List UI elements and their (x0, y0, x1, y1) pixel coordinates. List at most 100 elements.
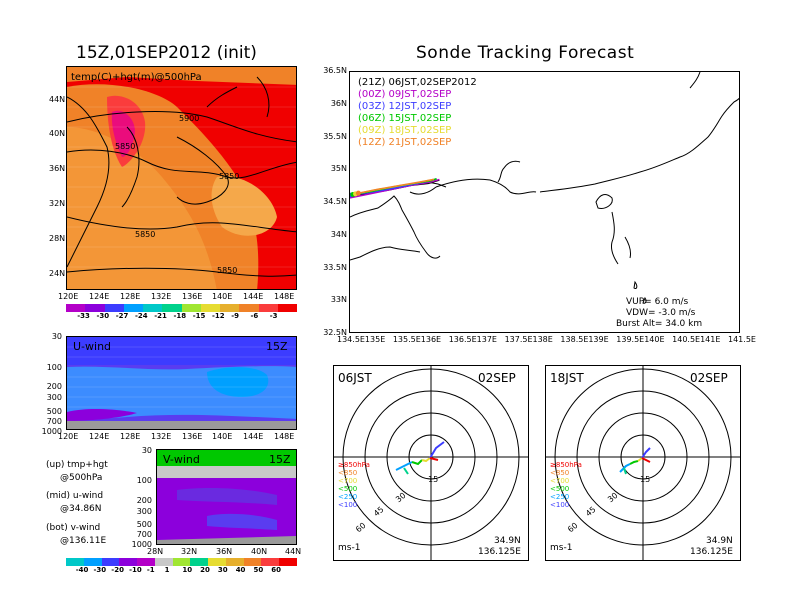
hodo-level-label: <500 (338, 485, 358, 493)
colorbar-swatch (239, 304, 259, 312)
track-param: Burst Alt= 34.0 km (616, 319, 703, 329)
legend-note: @34.86N (60, 504, 102, 514)
track-param: VUP= 6.0 m/s (626, 297, 689, 307)
colorbar-label: 50 (253, 566, 264, 574)
track-lat-tick: 33N (330, 295, 347, 305)
colorbar-label: 40 (235, 566, 246, 574)
v-wind-field (157, 450, 296, 544)
lon-tick: 120E (58, 432, 79, 441)
colorbar-label: -27 (115, 312, 129, 320)
lon-tick: 128E (120, 432, 141, 441)
track-lon-tick: 141.5E (728, 335, 756, 344)
v-wind-label: V-wind (163, 453, 200, 466)
track-lon-tick: 134.5E (337, 335, 365, 344)
hodo-level-label: <700 (550, 477, 570, 485)
track-lon-tick: 139E (588, 335, 609, 344)
v-wind-colorbar (66, 558, 297, 566)
colorbar-label: -20 (111, 566, 124, 574)
track-lat-tick: 34N (330, 229, 347, 239)
colorbar-swatch (154, 558, 173, 566)
hodo-level-label: <700 (338, 477, 358, 485)
track-param: VDW= -3.0 m/s (626, 308, 696, 318)
u-wind-field (67, 337, 296, 429)
hodo-level-label: <850 (550, 469, 570, 477)
lon-tick: 144E (243, 432, 264, 441)
lat-tick: 40N (49, 129, 66, 138)
hodo-level-label: <250 (550, 493, 570, 501)
lat-tick: 44N (285, 547, 302, 556)
hodo-level-label: <100 (338, 501, 358, 509)
lon-tick: 136E (182, 292, 203, 301)
p-tick: 100 (46, 363, 62, 372)
colorbar-label: -18 (173, 312, 187, 320)
hodo-lat: 34.9N (494, 536, 521, 546)
legend-note: (up) tmp+hgt (46, 460, 108, 470)
track-lon-tick: 138E (532, 335, 553, 344)
colorbar-label: -15 (192, 312, 206, 320)
colorbar-swatch (119, 558, 138, 566)
track-lon-tick: 141E (700, 335, 721, 344)
track-lon-tick: 138.5E (560, 335, 589, 344)
lat-tick: 28N (147, 547, 164, 556)
p-tick: 1000 (131, 540, 152, 549)
colorbar-swatch (208, 558, 226, 566)
track-map-panel: (21Z) 06JST,02SEP2012 (00Z) 09JST,02SEP (0… (349, 71, 740, 333)
p-tick: 300 (46, 393, 62, 402)
lon-tick: 140E (212, 292, 233, 301)
track-lat-tick: 32.5N (323, 328, 347, 337)
colorbar-label: -6 (250, 312, 259, 320)
track-legend-entry: (03Z) 12JST,02SEP (358, 101, 452, 112)
v-wind-panel: V-wind 15Z (156, 449, 297, 545)
track-lon-tick: 135E (364, 335, 386, 344)
lon-tick: 148E (274, 292, 295, 301)
track-lon-tick: 137.5E (504, 335, 533, 344)
lon-tick: 140E (212, 432, 233, 441)
hodo-unit: ms-1 (338, 543, 361, 553)
lat-tick: 44N (49, 95, 66, 104)
contour-label: 5850 (115, 142, 136, 151)
temp-colorbar-labels: -33 -30 -27 -24 -21 -18 -15 -12 -9 -6 -3 (66, 313, 297, 323)
hodo-time: 18JST (550, 371, 584, 385)
lon-tick: 120E (58, 292, 79, 301)
lon-tick: 124E (89, 292, 110, 301)
colorbar-swatch (104, 304, 124, 312)
colorbar-swatch (66, 558, 84, 566)
track-lon-tick: 139.5E (616, 335, 645, 344)
colorbar-label: -10 (129, 566, 142, 574)
p-tick: 30 (141, 446, 152, 455)
colorbar-swatch (137, 558, 155, 566)
v-wind-time: 15Z (269, 453, 291, 466)
colorbar-label: -30 (96, 312, 110, 320)
hodo-level-label: ≥850hPa (550, 461, 582, 469)
legend-note: @136.11E (60, 536, 107, 546)
track-lines (350, 178, 440, 199)
contour-label: 5850 (217, 266, 238, 275)
track-lon-tick: 137E (476, 335, 497, 344)
p-tick: 30 (51, 332, 62, 341)
colorbar-swatch (261, 558, 280, 566)
colorbar-swatch (225, 558, 244, 566)
colorbar-swatch (101, 558, 120, 566)
ring-label: 15 (428, 475, 439, 484)
hodograph-right-plot (546, 366, 740, 560)
lat-tick: 40N (251, 547, 268, 556)
u-wind-panel: U-wind 15Z (66, 336, 297, 430)
colorbar-swatch (85, 304, 105, 312)
colorbar-label: 1 (164, 566, 170, 574)
hodograph-left-plot (334, 366, 528, 560)
colorbar-swatch (258, 304, 278, 312)
track-lon-tick: 135.5E (392, 335, 421, 344)
track-lon-tick: 140.5E (672, 335, 701, 344)
hodo-date: 02SEP (478, 371, 516, 385)
p-tick: 500 (136, 520, 152, 529)
p-tick: 1000 (41, 427, 62, 436)
track-lon-tick: 136E (420, 335, 442, 344)
right-title: Sonde Tracking Forecast (416, 43, 635, 63)
colorbar-label: 20 (200, 566, 210, 574)
colorbar-swatch (83, 558, 102, 566)
lat-tick: 32N (181, 547, 198, 556)
track-lat-tick: 35N (330, 164, 347, 174)
hodo-level-label: <100 (550, 501, 570, 509)
temp-map-panel: temp(C)+hgt(m)@500hPa 5900 5850 5850 585… (66, 66, 297, 290)
track-lat-tick: 35.5N (323, 131, 347, 141)
